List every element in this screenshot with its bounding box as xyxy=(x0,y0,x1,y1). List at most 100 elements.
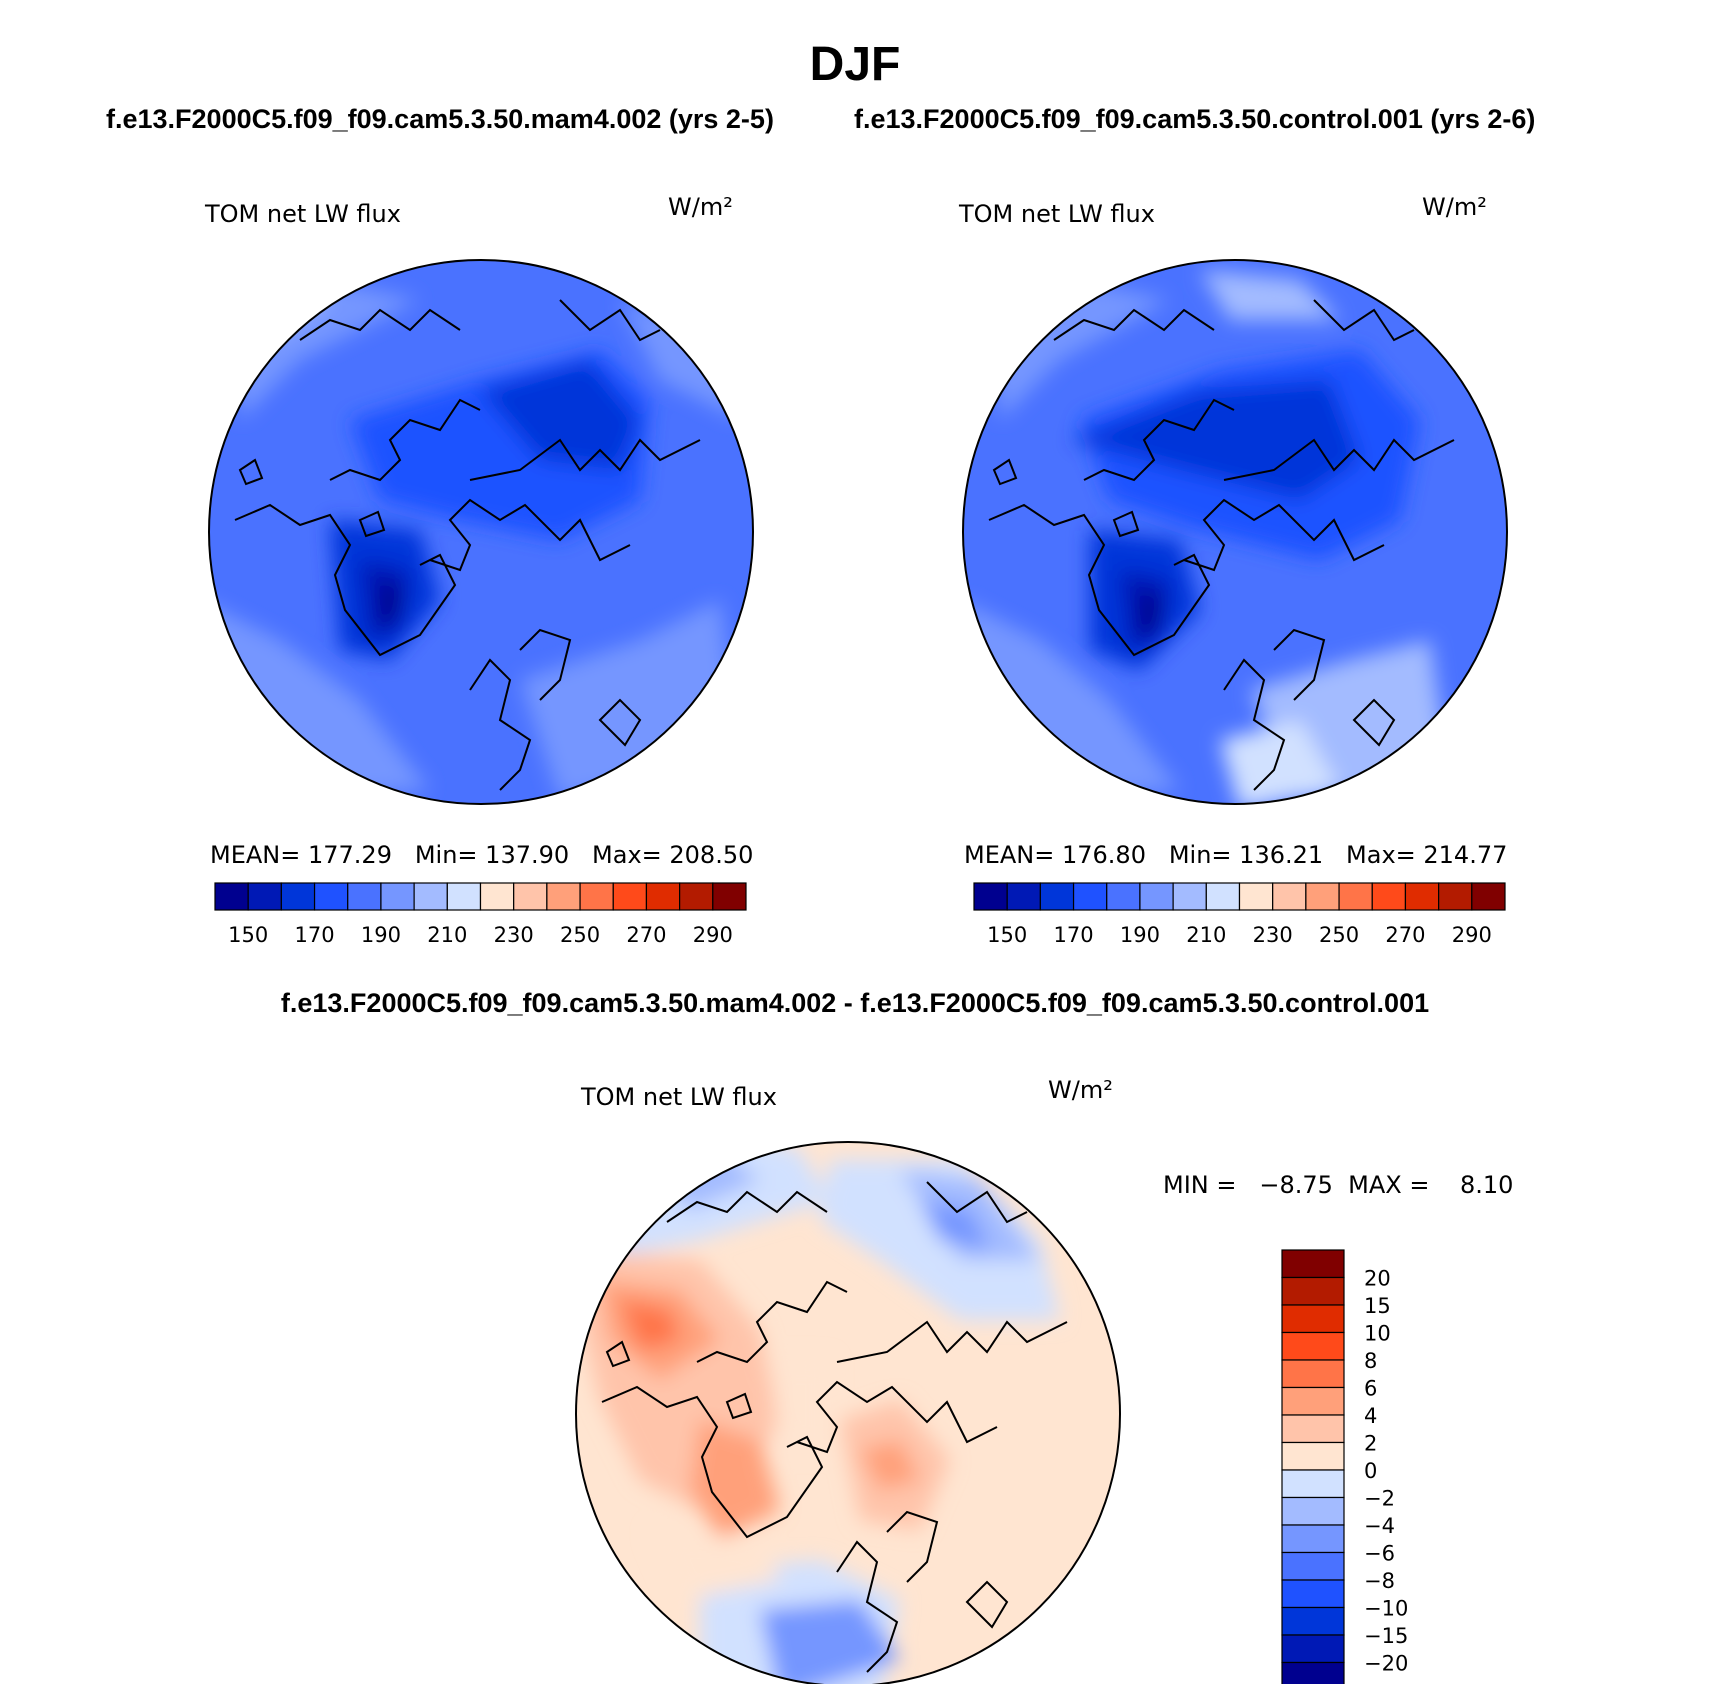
panel-mam4-colorbar-tick-label: 250 xyxy=(560,923,600,947)
panel-difference: TOM net LW flux W/m² xyxy=(575,1076,1513,1684)
panel-mam4-colorbar-tick-label: 290 xyxy=(693,923,733,947)
panel-difference-colorbar-tick-label: −2 xyxy=(1364,1487,1395,1511)
panel-mam4-colorbar-box xyxy=(712,882,747,911)
panel-control-colorbar-box xyxy=(1371,882,1407,911)
panel-control-colorbar-box xyxy=(1006,882,1041,911)
panel-mam4-colorbar-box xyxy=(413,882,448,911)
panel-control-colorbar-box xyxy=(1039,882,1075,911)
panel-control-stats: MEAN= 176.80 Min= 136.21 Max= 214.77 xyxy=(964,841,1507,869)
panel-control-colorbar-ticks: 150 170 190 210 230 250 270 290 xyxy=(987,923,1492,947)
panel-difference-colorbar-box xyxy=(1281,1441,1345,1471)
panel-difference-colorbar-box xyxy=(1281,1524,1345,1554)
panel-control-colorbar-box xyxy=(1106,882,1141,911)
panel-difference-colorbar-box xyxy=(1281,1579,1345,1609)
panel-control-units: W/m² xyxy=(1422,193,1487,221)
panel-difference-colorbar-tick-label: −4 xyxy=(1364,1514,1395,1538)
panel-difference-colorbar-box xyxy=(1281,1606,1345,1636)
panel-mam4-colorbar-box xyxy=(612,882,648,911)
panel-control-colorbar-box xyxy=(1438,882,1473,911)
panel-mam4-colorbar xyxy=(214,882,747,911)
subtitle-left: f.e13.F2000C5.f09_f09.cam5.3.50.mam4.002… xyxy=(106,104,774,134)
panel-difference-colorbar-tick-label: −20 xyxy=(1364,1652,1408,1676)
panel-mam4-colorbar-box xyxy=(513,882,548,911)
panel-mam4-colorbar-box xyxy=(247,882,282,911)
panel-difference-colorbar-tick-label: 15 xyxy=(1364,1294,1391,1318)
panel-difference-variable-label: TOM net LW flux xyxy=(580,1083,777,1111)
panel-difference-colorbar-box xyxy=(1281,1249,1345,1279)
panel-control-colorbar-box xyxy=(973,882,1008,911)
figure-title: DJF xyxy=(810,38,901,91)
panel-difference-colorbar-box xyxy=(1281,1331,1345,1361)
panel-difference-colorbar-box xyxy=(1281,1386,1345,1416)
panel-difference-colorbar-box xyxy=(1281,1414,1345,1444)
panel-control-colorbar-tick-label: 270 xyxy=(1385,923,1425,947)
panel-difference-colorbar-tick-label: 20 xyxy=(1364,1267,1391,1291)
panel-difference-colorbar-box xyxy=(1281,1634,1345,1664)
panel-difference-map xyxy=(576,1142,1120,1684)
panel-difference-colorbar-tick-label: 4 xyxy=(1364,1404,1377,1428)
panel-mam4-colorbar-box xyxy=(380,882,415,911)
panel-mam4-colorbar-box xyxy=(579,882,614,911)
panel-difference-colorbar-box xyxy=(1281,1661,1345,1684)
panel-control-colorbar-tick-label: 210 xyxy=(1186,923,1226,947)
panel-difference-colorbar-tick-label: −8 xyxy=(1364,1569,1395,1593)
panel-difference-colorbar-tick-label: 6 xyxy=(1364,1377,1377,1401)
panel-difference-colorbar-tick-label: −15 xyxy=(1364,1624,1408,1648)
panel-mam4-colorbar-ticks: 150 170 190 210 230 250 270 290 xyxy=(228,923,733,947)
panel-control-map-border xyxy=(962,259,1508,805)
subtitle-right: f.e13.F2000C5.f09_f09.cam5.3.50.control.… xyxy=(854,104,1535,134)
panel-control-colorbar-tick-label: 190 xyxy=(1120,923,1160,947)
panel-control-map xyxy=(963,260,1507,804)
panel-mam4-stats: MEAN= 177.29 Min= 137.90 Max= 208.50 xyxy=(210,841,753,869)
panel-difference-colorbar-tick-label: 0 xyxy=(1364,1459,1377,1483)
panel-difference-colorbar-box xyxy=(1281,1359,1345,1389)
panel-control-variable-label: TOM net LW flux xyxy=(958,200,1155,228)
panel-mam4-colorbar-tick-label: 210 xyxy=(427,923,467,947)
panel-control-colorbar-box xyxy=(1205,882,1241,911)
panel-control-colorbar-tick-label: 250 xyxy=(1319,923,1359,947)
panel-difference-colorbar-tick-label: 8 xyxy=(1364,1349,1377,1373)
panel-difference-colorbar-box xyxy=(1281,1496,1345,1526)
panel-difference-colorbar-box xyxy=(1281,1276,1345,1306)
panel-control-colorbar xyxy=(973,882,1506,911)
panel-difference-colorbar-tick-label: −10 xyxy=(1364,1597,1408,1621)
panel-mam4-colorbar-box xyxy=(645,882,681,911)
panel-mam4-map-border xyxy=(208,259,754,805)
panel-difference-colorbar-tick-label: 10 xyxy=(1364,1322,1391,1346)
panel-difference-colorbar-box xyxy=(1281,1551,1345,1581)
panel-control-colorbar-box xyxy=(1072,882,1108,911)
panel-mam4: TOM net LW flux W/m² xyxy=(204,193,754,947)
panel-mam4-colorbar-box xyxy=(214,882,249,911)
panel-difference-colorbar-tick-label: −6 xyxy=(1364,1542,1395,1566)
panel-mam4-map xyxy=(209,260,753,804)
panel-control-colorbar-tick-label: 230 xyxy=(1253,923,1293,947)
panel-mam4-colorbar-box xyxy=(679,882,714,911)
panel-mam4-colorbar-box xyxy=(347,882,382,911)
panel-control-colorbar-box xyxy=(1471,882,1506,911)
panel-difference-colorbar-tick-label: 2 xyxy=(1364,1432,1377,1456)
panel-control-colorbar-box xyxy=(1238,882,1274,911)
panel-control-colorbar-tick-label: 170 xyxy=(1054,923,1094,947)
panel-difference-map-border xyxy=(575,1141,1121,1684)
panel-mam4-colorbar-box xyxy=(280,882,316,911)
panel-difference-stats: MIN = −8.75 MAX = 8.10 xyxy=(1163,1171,1513,1199)
panel-mam4-colorbar-box xyxy=(446,882,482,911)
panel-difference-colorbar xyxy=(1281,1249,1345,1684)
panel-mam4-colorbar-tick-label: 190 xyxy=(361,923,401,947)
panel-mam4-colorbar-tick-label: 170 xyxy=(295,923,335,947)
panel-difference-colorbar-box xyxy=(1281,1304,1345,1334)
panel-mam4-variable-label: TOM net LW flux xyxy=(204,200,401,228)
panel-mam4-colorbar-box xyxy=(313,882,349,911)
panel-control-colorbar-box xyxy=(1272,882,1307,911)
panel-difference-units: W/m² xyxy=(1048,1076,1113,1104)
panel-control-colorbar-box xyxy=(1139,882,1174,911)
panel-control: TOM net LW flux W/m² xyxy=(958,193,1508,947)
panel-control-colorbar-tick-label: 150 xyxy=(987,923,1027,947)
panel-control-colorbar-tick-label: 290 xyxy=(1452,923,1492,947)
panel-mam4-colorbar-tick-label: 150 xyxy=(228,923,268,947)
panel-mam4-units: W/m² xyxy=(668,193,733,221)
panel-mam4-colorbar-tick-label: 270 xyxy=(626,923,666,947)
panel-difference-colorbar-box xyxy=(1281,1469,1345,1499)
